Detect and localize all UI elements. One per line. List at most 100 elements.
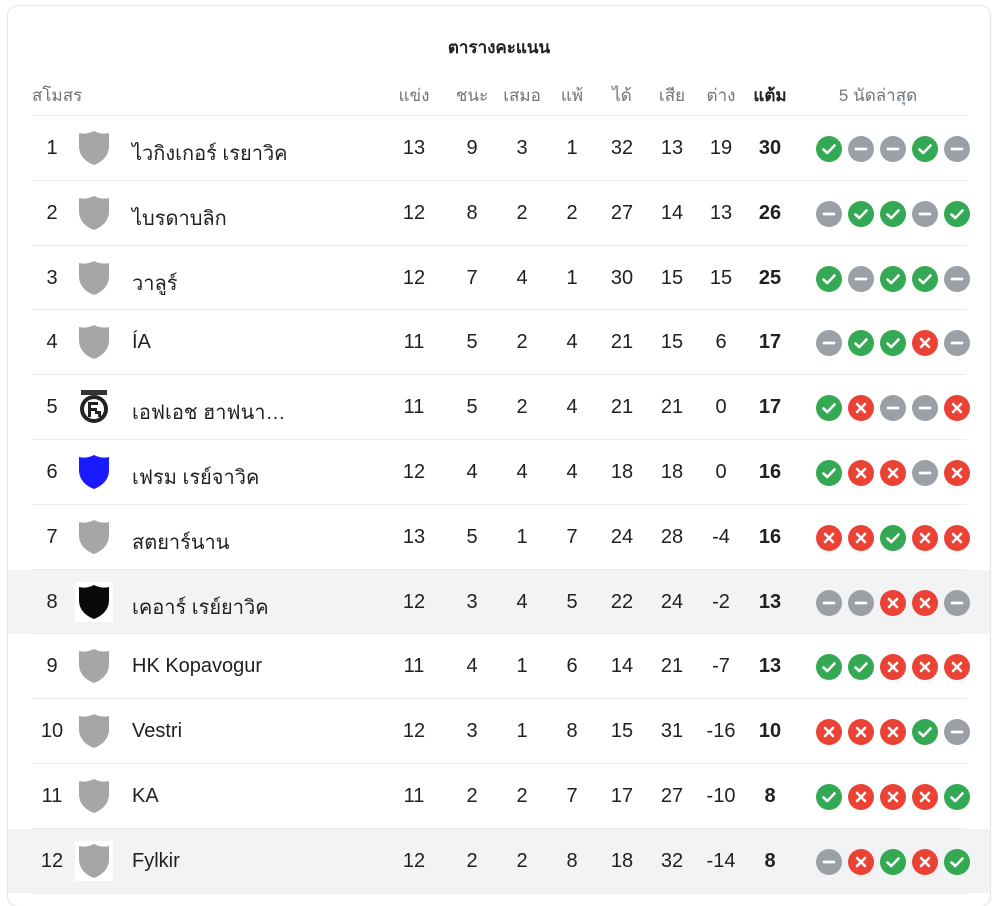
form-win-icon[interactable] (816, 395, 842, 422)
team-name[interactable]: ÍA (132, 331, 151, 354)
form-draw-icon[interactable] (848, 265, 874, 292)
team-name[interactable]: Vestri (132, 720, 183, 743)
row-lost: 5 (566, 590, 578, 613)
form-draw-icon[interactable] (912, 395, 938, 422)
row-divider (32, 698, 966, 700)
team-name[interactable]: ไวกิงเกอร์ เรยาวิค (132, 143, 288, 165)
row-drawn: 4 (516, 266, 528, 289)
form-draw-icon[interactable] (912, 460, 938, 486)
form-loss-icon[interactable] (848, 524, 874, 551)
table-row[interactable]: 6 เฟรม เรย์จาวิค 12 4 4 4 18 18 0 16 (8, 440, 990, 504)
form-draw-icon[interactable] (816, 589, 842, 616)
form-draw-icon[interactable] (816, 330, 842, 357)
form-loss-icon[interactable] (912, 524, 938, 551)
team-name[interactable]: ไบรดาบลิก (132, 207, 227, 230)
form-win-icon[interactable] (880, 524, 906, 551)
team-name[interactable]: HK Kopavogur (132, 655, 263, 678)
grey-shield-icon (75, 711, 113, 751)
form-win-icon[interactable] (880, 330, 906, 357)
table-row[interactable]: 7 สตยาร์นาน 13 5 1 7 24 28 -4 16 (8, 505, 990, 569)
form-loss-icon[interactable] (880, 589, 906, 616)
form-draw-icon[interactable] (912, 200, 938, 227)
form-win-icon[interactable] (848, 654, 874, 681)
form-loss-icon[interactable] (912, 589, 938, 616)
table-row[interactable]: 9 HK Kopavogur 11 4 1 6 14 21 -7 13 (8, 634, 990, 698)
table-row[interactable]: 12 Fylkir 12 2 2 8 18 32 -14 8 (8, 828, 990, 893)
form-win-icon[interactable] (912, 719, 938, 746)
form-draw-icon[interactable] (816, 848, 842, 875)
form-win-icon[interactable] (816, 460, 842, 486)
form-win-icon[interactable] (944, 784, 970, 810)
form-loss-icon[interactable] (880, 719, 906, 746)
team-name[interactable]: Fylkir (132, 849, 180, 872)
table-row[interactable]: 3 วาลูร์ 12 7 4 1 30 15 15 25 (8, 246, 990, 310)
form-loss-icon[interactable] (912, 330, 938, 357)
row-goals-for: 21 (610, 331, 634, 354)
form-win-icon[interactable] (816, 136, 842, 162)
form-win-icon[interactable] (816, 265, 842, 292)
form-draw-icon[interactable] (944, 330, 970, 357)
form-win-icon[interactable] (816, 784, 842, 810)
row-goal-difference: 0 (715, 396, 727, 419)
table-row[interactable]: 8 เคอาร์ เรย์ยาวิค 12 3 4 5 22 24 -2 13 (8, 569, 990, 634)
form-win-icon[interactable] (880, 265, 906, 292)
form-draw-icon[interactable] (944, 589, 970, 616)
form-draw-icon[interactable] (944, 265, 970, 292)
form-loss-icon[interactable] (880, 784, 906, 810)
form-draw-icon[interactable] (944, 136, 970, 162)
row-position: 2 (46, 201, 58, 224)
table-row[interactable]: 2 ไบรดาบลิก 12 8 2 2 27 14 13 26 (8, 181, 990, 245)
form-win-icon[interactable] (848, 200, 874, 227)
team-name[interactable]: สตยาร์นาน (132, 531, 230, 554)
form-win-icon[interactable] (944, 200, 970, 227)
team-name[interactable]: วาลูร์ (132, 272, 178, 295)
form-win-icon[interactable] (912, 265, 938, 292)
form-win-icon[interactable] (816, 654, 842, 681)
form-win-icon[interactable] (912, 136, 938, 162)
form-draw-icon[interactable] (848, 589, 874, 616)
team-name[interactable]: KA (132, 785, 159, 807)
fh-crest-icon (75, 387, 113, 427)
row-goals-for: 17 (610, 785, 634, 807)
form-loss-icon[interactable] (848, 460, 874, 486)
form-loss-icon[interactable] (848, 784, 874, 810)
form-draw-icon[interactable] (944, 719, 970, 746)
form-draw-icon[interactable] (848, 136, 874, 162)
row-position: 9 (46, 655, 58, 678)
form-win-icon[interactable] (880, 200, 906, 227)
row-lost: 4 (566, 461, 578, 483)
form-loss-icon[interactable] (880, 654, 906, 681)
form-draw-icon[interactable] (816, 200, 842, 227)
blue-shield-icon (75, 452, 113, 492)
row-goals-against: 32 (660, 849, 684, 872)
form-loss-icon[interactable] (848, 395, 874, 422)
form-loss-icon[interactable] (944, 395, 970, 422)
last-5-form (808, 524, 970, 551)
form-loss-icon[interactable] (848, 848, 874, 875)
form-loss-icon[interactable] (912, 654, 938, 681)
form-draw-icon[interactable] (880, 136, 906, 162)
table-row[interactable]: 11 KA 11 2 2 7 17 27 -10 8 (8, 764, 990, 828)
form-loss-icon[interactable] (912, 848, 938, 875)
team-name[interactable]: เฟรม เรย์จาวิค (132, 467, 260, 489)
form-win-icon[interactable] (944, 848, 970, 875)
last-5-form (808, 265, 970, 292)
form-loss-icon[interactable] (944, 460, 970, 486)
form-loss-icon[interactable] (816, 524, 842, 551)
form-loss-icon[interactable] (816, 719, 842, 746)
team-name[interactable]: เอฟเอช ฮาฟนา… (132, 402, 286, 425)
form-loss-icon[interactable] (880, 460, 906, 486)
table-row[interactable]: 1 ไวกิงเกอร์ เรยาวิค 13 9 3 1 32 13 19 30 (8, 116, 990, 180)
table-row[interactable]: 10 Vestri 12 3 1 8 15 31 -16 10 (8, 699, 990, 763)
form-loss-icon[interactable] (912, 784, 938, 810)
team-name[interactable]: เคอาร์ เรย์ยาวิค (132, 596, 269, 619)
form-draw-icon[interactable] (880, 395, 906, 422)
form-loss-icon[interactable] (848, 719, 874, 746)
form-win-icon[interactable] (880, 848, 906, 875)
header-won: ชนะ (455, 86, 489, 105)
form-loss-icon[interactable] (944, 524, 970, 551)
table-row[interactable]: 4 ÍA 11 5 2 4 21 15 6 17 (8, 310, 990, 374)
form-loss-icon[interactable] (944, 654, 970, 681)
form-win-icon[interactable] (848, 330, 874, 357)
table-row[interactable]: 5 เอฟเอช ฮาฟนา… 11 5 2 4 21 21 0 17 (8, 375, 990, 439)
